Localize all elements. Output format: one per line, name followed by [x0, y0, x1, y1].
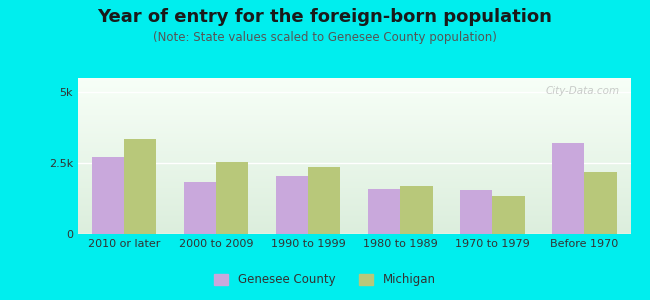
Text: (Note: State values scaled to Genesee County population): (Note: State values scaled to Genesee Co…	[153, 32, 497, 44]
Bar	[493, 196, 525, 234]
Bar	[368, 189, 400, 234]
Bar	[460, 190, 493, 234]
Legend: Genesee County, Michigan: Genesee County, Michigan	[209, 269, 441, 291]
Bar	[276, 176, 308, 234]
Bar	[92, 158, 124, 234]
Text: City-Data.com: City-Data.com	[545, 86, 619, 96]
Bar	[308, 167, 341, 234]
Bar	[124, 139, 156, 234]
Bar	[584, 172, 617, 234]
Bar	[400, 186, 432, 234]
Bar	[216, 162, 248, 234]
Text: Year of entry for the foreign-born population: Year of entry for the foreign-born popul…	[98, 8, 552, 26]
Bar	[552, 143, 584, 234]
Bar	[184, 182, 216, 234]
